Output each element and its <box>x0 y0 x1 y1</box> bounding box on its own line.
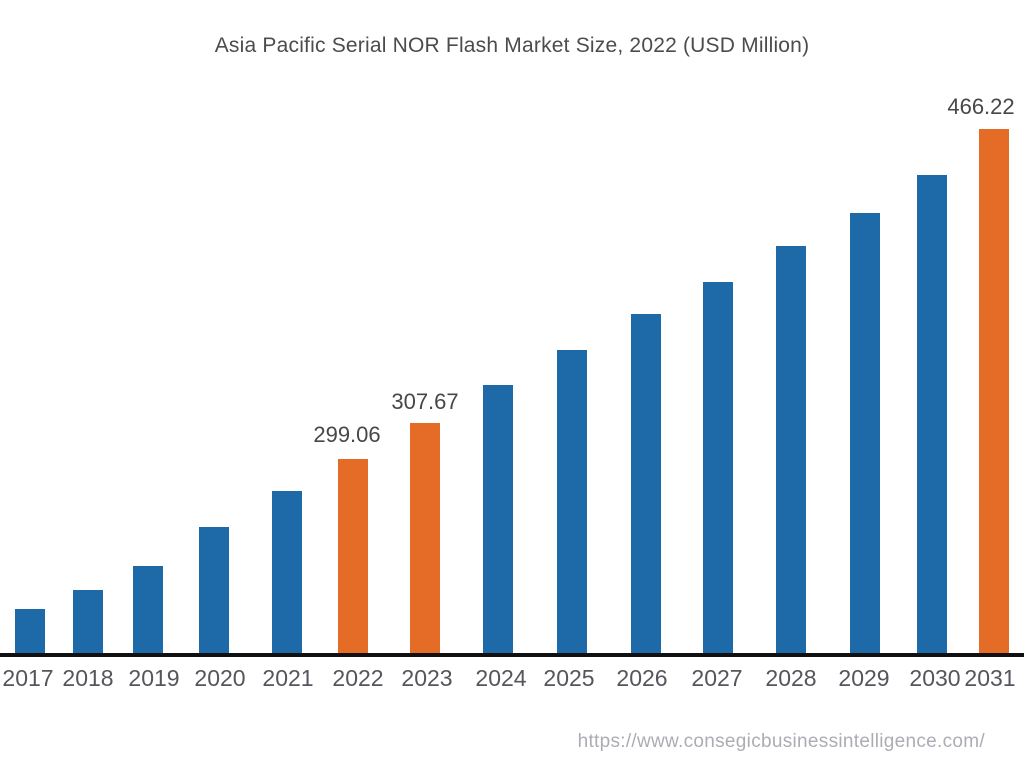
bar-2026 <box>631 314 661 653</box>
x-tick-label-2028: 2028 <box>765 665 817 691</box>
bar-2020 <box>199 527 229 653</box>
watermark-url: https://www.consegicbusinessintelligence… <box>577 731 985 752</box>
x-tick-label-2031: 2031 <box>964 665 1016 691</box>
x-tick-label-2030: 2030 <box>909 665 961 691</box>
data-label-2023: 307.67 <box>391 389 459 414</box>
bar-2025 <box>557 350 587 653</box>
x-tick-label-2022: 2022 <box>332 665 384 691</box>
bar-2023 <box>410 423 440 653</box>
bar-2017 <box>15 609 45 653</box>
x-tick-label-2020: 2020 <box>194 665 246 691</box>
x-tick-label-2026: 2026 <box>616 665 668 691</box>
bar-2030 <box>917 175 947 653</box>
chart-title: Asia Pacific Serial NOR Flash Market Siz… <box>214 34 810 57</box>
data-label-2031: 466.22 <box>947 94 1015 119</box>
bar-2029 <box>850 213 880 653</box>
x-tick-label-2017: 2017 <box>2 665 54 691</box>
bar-2022 <box>338 459 368 653</box>
x-tick-label-2024: 2024 <box>475 665 527 691</box>
bar-2021 <box>272 491 302 653</box>
bar-2024 <box>483 385 513 653</box>
x-tick-label-2025: 2025 <box>543 665 595 691</box>
x-tick-label-2029: 2029 <box>838 665 890 691</box>
bar-2019 <box>133 566 163 653</box>
bar-2028 <box>776 246 806 653</box>
bar-2031 <box>979 129 1009 653</box>
data-label-2022: 299.06 <box>313 422 381 447</box>
bar-2018 <box>73 590 103 653</box>
x-tick-label-2019: 2019 <box>128 665 180 691</box>
x-tick-label-2021: 2021 <box>262 665 314 691</box>
x-tick-label-2027: 2027 <box>691 665 743 691</box>
x-tick-label-2018: 2018 <box>62 665 114 691</box>
x-tick-label-2023: 2023 <box>401 665 453 691</box>
x-axis-line <box>0 653 1024 657</box>
bar-2027 <box>703 282 733 653</box>
